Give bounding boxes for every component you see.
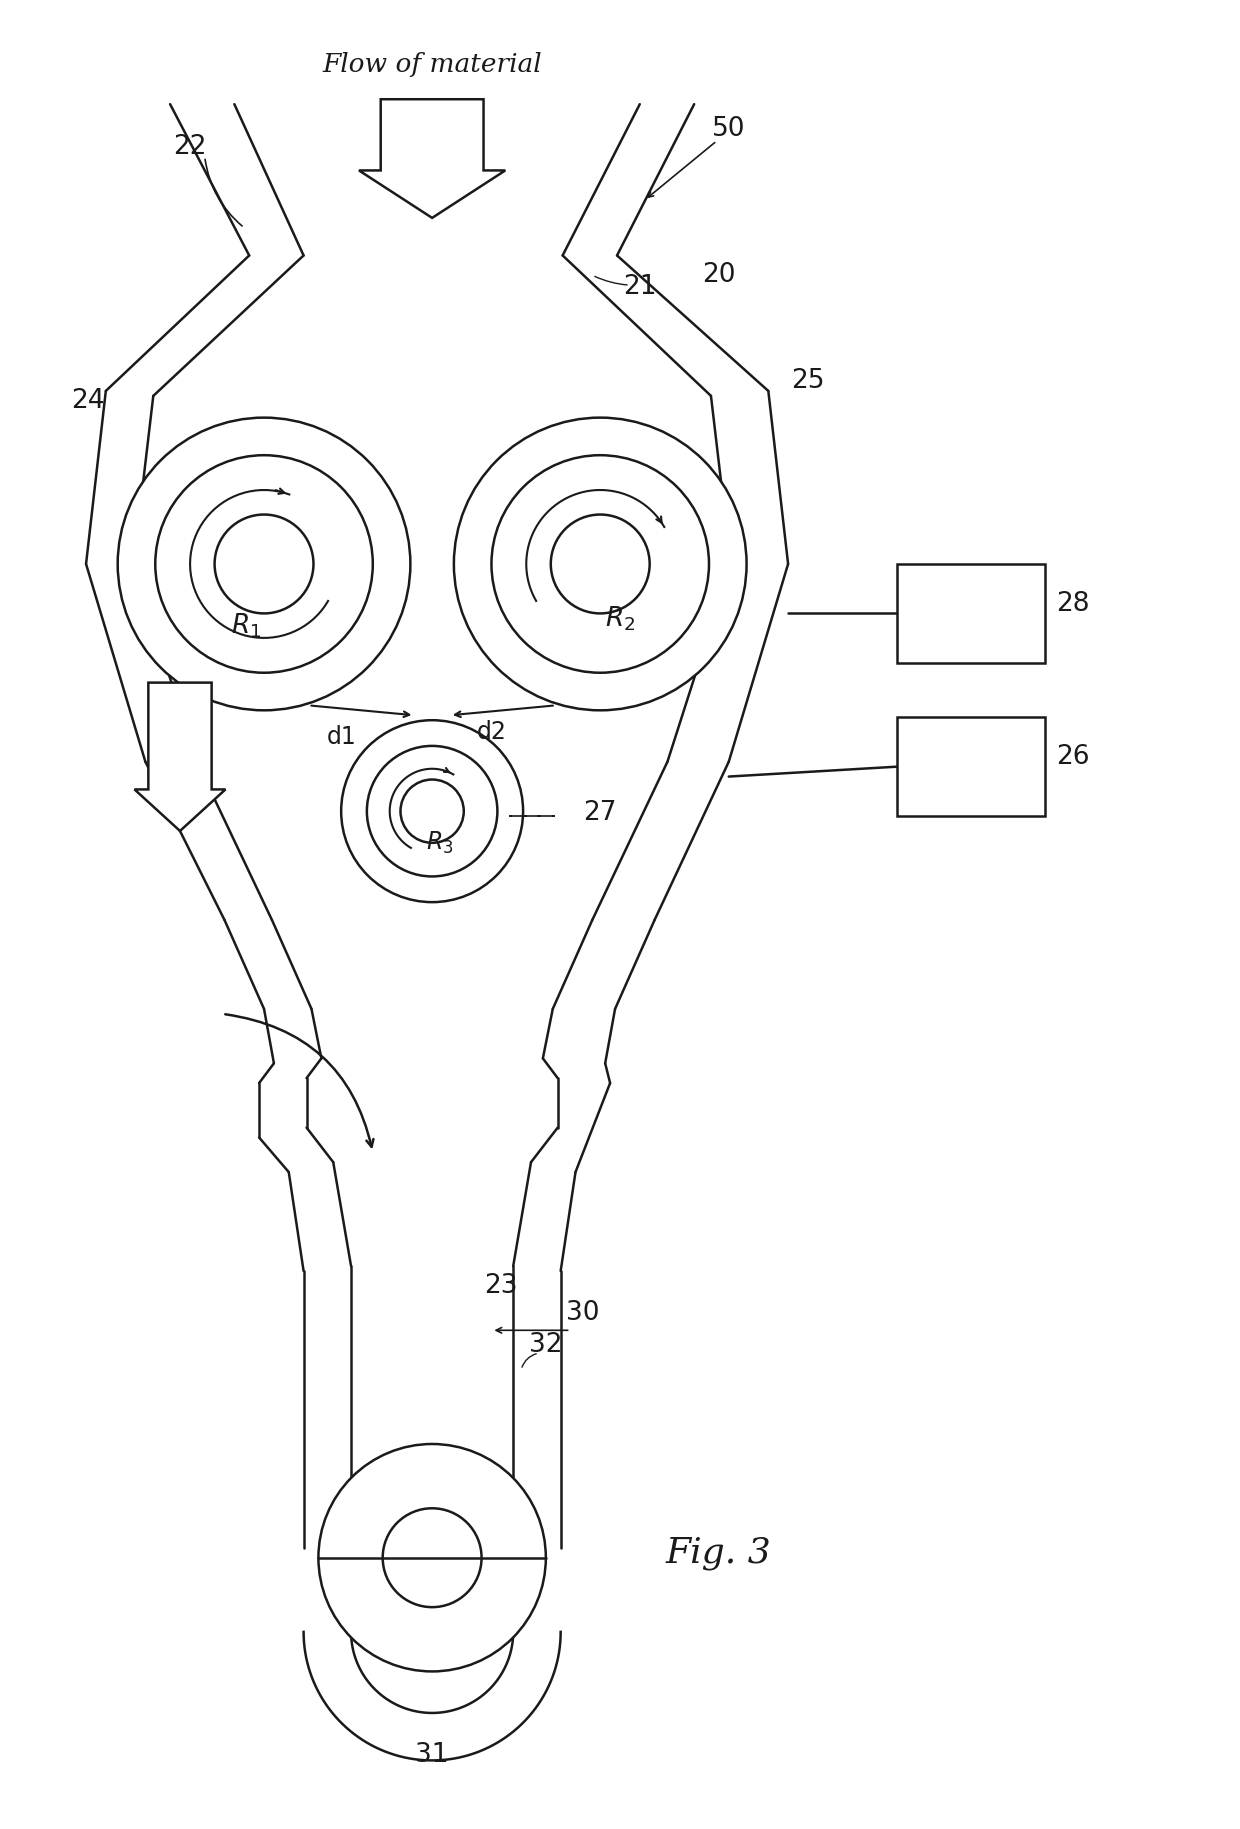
Polygon shape [358, 99, 505, 218]
Text: 24: 24 [71, 388, 104, 413]
Text: $R_1$: $R_1$ [231, 611, 262, 640]
Text: d1: d1 [326, 724, 356, 750]
Bar [897, 717, 1045, 816]
Text: 26: 26 [1056, 744, 1090, 770]
Circle shape [491, 455, 709, 673]
Circle shape [401, 779, 464, 843]
Text: Flow of material: Flow of material [322, 53, 542, 77]
Text: d2: d2 [476, 721, 506, 744]
Text: $R_2$: $R_2$ [605, 604, 635, 633]
Text: 22: 22 [174, 134, 207, 159]
Bar [897, 563, 1045, 662]
Circle shape [215, 514, 314, 613]
Polygon shape [134, 682, 226, 830]
Circle shape [551, 514, 650, 613]
Text: 31: 31 [415, 1743, 449, 1769]
Text: Fig. 3: Fig. 3 [666, 1536, 771, 1569]
Text: 27: 27 [584, 799, 618, 827]
Circle shape [319, 1445, 546, 1672]
Circle shape [383, 1509, 481, 1608]
Circle shape [341, 721, 523, 902]
Text: 28: 28 [1056, 591, 1090, 616]
Circle shape [118, 417, 410, 710]
Text: 50: 50 [712, 115, 745, 143]
Circle shape [155, 455, 373, 673]
Text: 32: 32 [529, 1332, 563, 1359]
Text: 20: 20 [702, 262, 735, 289]
Text: 21: 21 [622, 274, 656, 300]
Text: 23: 23 [485, 1273, 518, 1299]
Circle shape [454, 417, 746, 710]
Text: 30: 30 [565, 1300, 599, 1326]
Text: $R_3$: $R_3$ [427, 830, 454, 856]
Text: 25: 25 [791, 368, 825, 393]
Circle shape [367, 746, 497, 876]
